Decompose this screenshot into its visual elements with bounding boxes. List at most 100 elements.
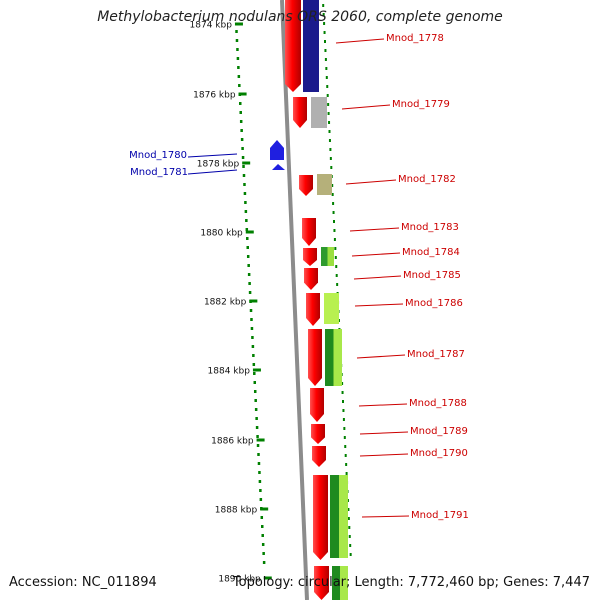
label-leader-line (354, 303, 404, 307)
ruler-dot (243, 183, 246, 186)
function-box (303, 0, 319, 92)
guide-dot (324, 40, 326, 43)
ruler-dot (248, 291, 252, 294)
ruler-dot (239, 120, 243, 123)
gene-label-mnod-1788[interactable]: Mnod_1788 (409, 398, 467, 409)
ruler-dot (245, 219, 248, 222)
ruler-dot (258, 480, 262, 483)
gene-labels: Mnod_1778 Mnod_1779 Mnod_1780 Mnod_1781 Mnod… (129, 33, 469, 521)
minus-strand-gene-1780 (270, 140, 284, 160)
ruler-dot (250, 327, 254, 330)
gene-label-mnod-1779[interactable]: Mnod_1779 (392, 99, 450, 110)
guide-dot (342, 418, 345, 421)
gene-label-mnod-1786[interactable]: Mnod_1786 (405, 298, 463, 309)
ruler-tick-label: 1884 kbp (208, 367, 251, 377)
cds-arrow (312, 446, 326, 467)
ruler-dot (241, 147, 244, 150)
gene-label-mnod-1781[interactable]: Mnod_1781 (130, 167, 188, 178)
ruler-dot (250, 318, 253, 321)
guide-dot (333, 220, 335, 223)
ruler-tick (260, 507, 269, 511)
ruler-dot (239, 111, 242, 114)
guide-dot (326, 85, 329, 88)
ruler-dot (258, 471, 261, 474)
gene-label-mnod-1785[interactable]: Mnod_1785 (403, 270, 461, 281)
label-leader-line (353, 275, 402, 280)
label-leader-line (187, 169, 238, 175)
function-box (317, 174, 332, 195)
function-box (340, 566, 348, 600)
guide-dot (335, 265, 338, 268)
cds-arrow (302, 218, 316, 246)
ruler-dot (254, 408, 258, 411)
ruler-dot (259, 489, 262, 492)
guide-dot (343, 436, 346, 439)
guide-dot (335, 274, 338, 277)
ruler-tick-label: 1888 kbp (215, 506, 258, 516)
guide-dot (324, 58, 327, 61)
cds-arrow (304, 268, 318, 290)
ruler-dot (235, 30, 238, 33)
ruler-dot (248, 282, 251, 285)
cds-arrow (314, 566, 329, 600)
ruler-dot (253, 372, 256, 375)
ruler-dot (246, 255, 250, 258)
ruler-dot (252, 354, 255, 357)
gene-label-mnod-1780[interactable]: Mnod_1780 (129, 150, 187, 161)
ruler-dot (245, 228, 249, 231)
ruler-dot (261, 543, 265, 546)
gene-label-mnod-1787[interactable]: Mnod_1787 (407, 349, 465, 360)
ruler-dot (253, 381, 257, 384)
ruler-dot (257, 453, 260, 456)
ruler-dot (242, 165, 245, 168)
gene-label-mnod-1791[interactable]: Mnod_1791 (411, 510, 469, 521)
ruler-dot (238, 84, 241, 87)
guide-dot (332, 211, 335, 214)
gene-label-mnod-1778[interactable]: Mnod_1778 (386, 33, 444, 44)
guide-dot (324, 49, 327, 52)
guide-dot (322, 4, 325, 7)
ruler-tick (242, 161, 251, 165)
guide-dot (341, 391, 344, 394)
ruler-dot (252, 363, 256, 366)
ruler-dot (262, 552, 265, 555)
gene-label-mnod-1784[interactable]: Mnod_1784 (402, 247, 460, 258)
ruler-dot (251, 336, 254, 339)
label-leader-line (349, 227, 400, 232)
ruler-dot (255, 426, 259, 429)
ruler-dot (254, 399, 257, 402)
cds-arrow (285, 0, 301, 92)
ruler-tick (234, 22, 243, 26)
guide-dot (328, 139, 331, 142)
function-box (333, 329, 342, 386)
cds-arrow (310, 388, 324, 422)
gene-label-mnod-1789[interactable]: Mnod_1789 (410, 426, 468, 437)
guide-dot (348, 526, 351, 529)
guide-dot (344, 445, 347, 448)
ruler-dot (247, 264, 250, 267)
ruler-dot (244, 210, 248, 213)
label-leader-line (359, 431, 409, 435)
guide-dot (326, 94, 329, 97)
ruler-tick (249, 299, 258, 303)
guide-dot (343, 427, 346, 430)
gene-label-mnod-1782[interactable]: Mnod_1782 (398, 174, 456, 185)
ruler-dot (243, 192, 247, 195)
label-leader-line (359, 453, 409, 457)
label-leader-line (335, 38, 385, 44)
function-box (325, 329, 334, 386)
guide-dot (334, 256, 337, 259)
guide-dot (347, 508, 350, 511)
label-leader-line (361, 515, 410, 518)
ruler-tick (263, 576, 272, 580)
ruler-dot (260, 516, 264, 519)
ruler-dot (239, 102, 242, 105)
gene-track (270, 0, 348, 600)
kbp-ruler: 1874 kbp 1876 kbp 1878 kbp 1880 kbp 1882 kbp… (190, 4, 352, 585)
backbone-line (280, 0, 309, 600)
function-box (339, 475, 348, 558)
cds-arrow (306, 293, 320, 326)
guide-dot (333, 229, 336, 232)
gene-label-mnod-1790[interactable]: Mnod_1790 (410, 448, 468, 459)
gene-label-mnod-1783[interactable]: Mnod_1783 (401, 222, 459, 233)
